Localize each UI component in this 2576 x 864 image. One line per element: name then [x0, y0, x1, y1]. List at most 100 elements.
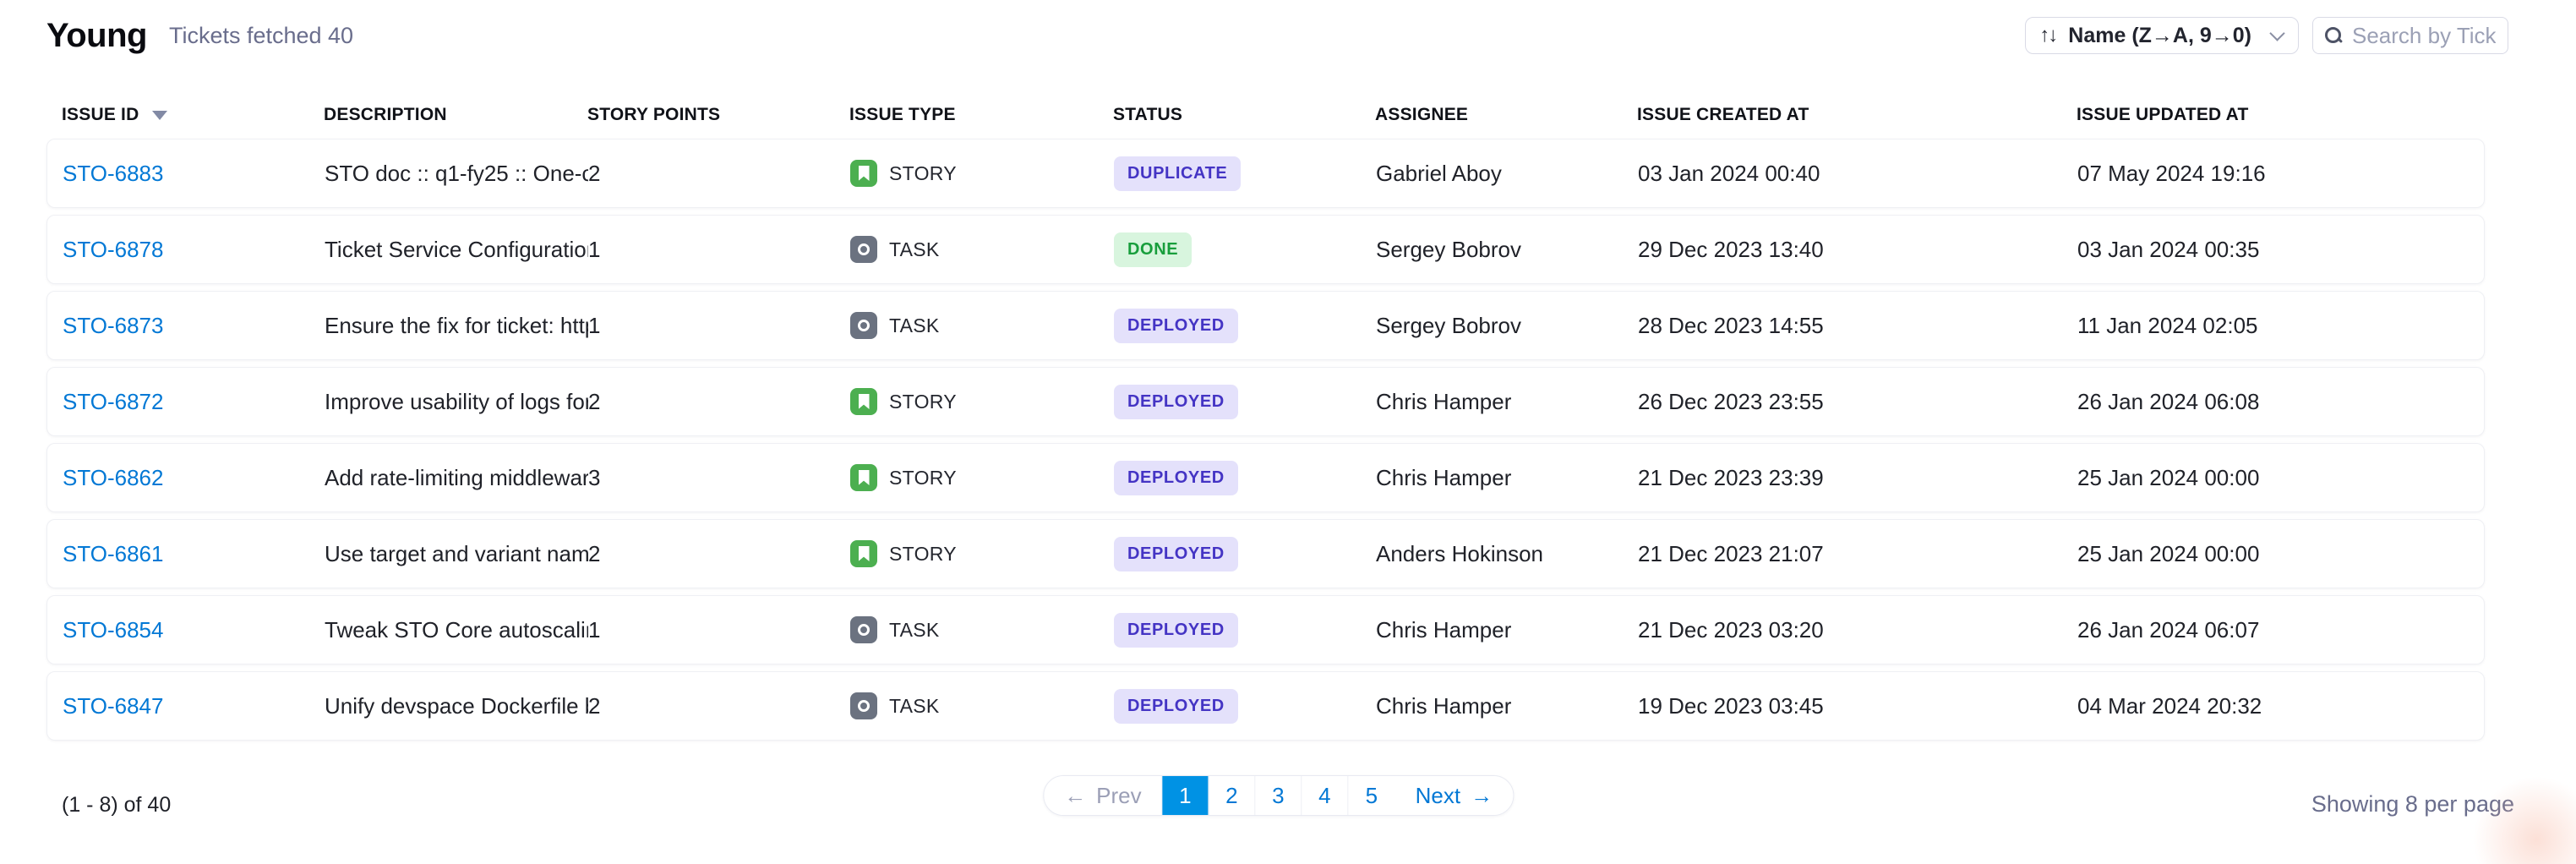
table-body: STO-6883 STO doc :: q1-fy25 :: One-click… — [46, 139, 2485, 741]
status-badge: DEPLOYED — [1114, 688, 1238, 724]
arrow-left-icon: ← — [1064, 782, 1087, 808]
page-buttons: 1 2 3 4 5 — [1162, 776, 1395, 815]
issue-type-icon — [850, 388, 877, 415]
corner-glow-decoration — [2473, 776, 2576, 864]
page-button[interactable]: 1 — [1162, 776, 1209, 815]
page-button[interactable]: 2 — [1209, 776, 1256, 815]
story-points: 2 — [588, 692, 601, 719]
page-size-label: Showing 8 per page — [2311, 791, 2514, 817]
issue-type-label: STORY — [889, 466, 957, 489]
issue-type-label: STORY — [889, 542, 957, 565]
issue-created-at: 19 Dec 2023 03:45 — [1638, 692, 1824, 719]
prev-label: Prev — [1096, 782, 1142, 808]
issue-id-cell: STO-6847 — [63, 693, 325, 719]
column-header-issue-created-at: ISSUE CREATED AT — [1637, 105, 1809, 124]
issue-type-label: TASK — [889, 618, 940, 641]
status-badge: DONE — [1114, 232, 1192, 267]
issue-created-at: 03 Jan 2024 00:40 — [1638, 160, 1820, 186]
status-cell: DEPLOYED — [1114, 460, 1376, 495]
next-page-button[interactable]: Next → — [1394, 776, 1514, 815]
assignee: Gabriel Aboy — [1376, 160, 1502, 186]
status-cell: DONE — [1114, 232, 1376, 267]
status-badge: DEPLOYED — [1114, 308, 1238, 343]
issue-created-at: 21 Dec 2023 03:20 — [1638, 616, 1824, 643]
status-cell: DEPLOYED — [1114, 688, 1376, 724]
issue-updated-at: 25 Jan 2024 00:00 — [2077, 464, 2260, 490]
table-row: STO-6861 Use target and variant name sea… — [46, 519, 2485, 588]
page-button[interactable]: 3 — [1255, 776, 1302, 815]
issue-id-cell: STO-6883 — [63, 161, 325, 187]
table-row: STO-6854 Tweak STO Core autoscaling par.… — [46, 595, 2485, 664]
column-header-story-points: STORY POINTS — [587, 105, 721, 124]
story-points: 3 — [588, 464, 601, 490]
issue-description: Improve usability of logs for failur... — [325, 388, 588, 414]
status-badge: DEPLOYED — [1114, 384, 1238, 419]
story-points: 2 — [588, 388, 601, 414]
issue-type-label: STORY — [889, 390, 957, 413]
issue-type-cell: STORY — [850, 540, 1114, 567]
issue-id-cell: STO-6872 — [63, 389, 325, 415]
issue-description: Ticket Service Configuration — [325, 236, 588, 262]
prev-page-button[interactable]: ← Prev — [1044, 776, 1163, 815]
issue-type-label: STORY — [889, 161, 957, 184]
sort-arrows-icon: ↑↓ — [2039, 24, 2058, 46]
issue-id-link[interactable]: STO-6878 — [63, 236, 164, 262]
issue-id-link[interactable]: STO-6862 — [63, 464, 164, 490]
issue-type-icon — [850, 312, 877, 339]
sort-dropdown[interactable]: ↑↓ Name (Z→A, 9→0) — [2025, 17, 2299, 54]
issue-id-link[interactable]: STO-6873 — [63, 312, 164, 338]
column-header-issue-type: ISSUE TYPE — [849, 105, 956, 124]
issue-type-cell: TASK — [850, 236, 1114, 263]
table-header-row: ISSUE ID DESCRIPTION STORY POINTS ISSUE … — [46, 71, 2485, 139]
issue-created-at: 29 Dec 2023 13:40 — [1638, 236, 1824, 262]
status-badge: DEPLOYED — [1114, 536, 1238, 571]
search-input[interactable] — [2352, 22, 2496, 49]
issue-type-icon — [850, 540, 877, 567]
next-label: Next — [1415, 782, 1461, 808]
assignee: Sergey Bobrov — [1376, 312, 1521, 338]
column-header-issue-updated-at: ISSUE UPDATED AT — [2077, 105, 2249, 124]
issue-updated-at: 25 Jan 2024 00:00 — [2077, 540, 2260, 566]
issue-description: Unify devspace Dockerfile build — [325, 692, 588, 719]
issue-description: Ensure the fix for ticket: https://h... — [325, 312, 588, 338]
issue-updated-at: 03 Jan 2024 00:35 — [2077, 236, 2260, 262]
issue-updated-at: 04 Mar 2024 20:32 — [2077, 692, 2262, 719]
assignee: Anders Hokinson — [1376, 540, 1543, 566]
issue-id-link[interactable]: STO-6847 — [63, 692, 164, 719]
issue-type-cell: STORY — [850, 160, 1114, 187]
page-button[interactable]: 5 — [1348, 776, 1395, 815]
table-row: STO-6883 STO doc :: q1-fy25 :: One-click… — [46, 139, 2485, 208]
table-row: STO-6847 Unify devspace Dockerfile build… — [46, 671, 2485, 741]
sort-dropdown-value: Name (Z→A, 9→0) — [2068, 23, 2251, 47]
issue-type-icon — [850, 616, 877, 643]
assignee: Chris Hamper — [1376, 388, 1512, 414]
issue-updated-at: 11 Jan 2024 02:05 — [2077, 312, 2258, 338]
issue-type-cell: STORY — [850, 464, 1114, 491]
column-header-description: DESCRIPTION — [324, 105, 447, 124]
assignee: Chris Hamper — [1376, 616, 1512, 643]
assignee: Chris Hamper — [1376, 692, 1512, 719]
issue-id-cell: STO-6878 — [63, 237, 325, 263]
status-badge: DEPLOYED — [1114, 460, 1238, 495]
page-button[interactable]: 4 — [1302, 776, 1349, 815]
assignee: Chris Hamper — [1376, 464, 1512, 490]
issue-created-at: 21 Dec 2023 21:07 — [1638, 540, 1824, 566]
column-header-assignee: ASSIGNEE — [1375, 105, 1469, 124]
issue-description: Tweak STO Core autoscaling par... — [325, 616, 588, 643]
status-cell: DEPLOYED — [1114, 384, 1376, 419]
issue-updated-at: 26 Jan 2024 06:07 — [2077, 616, 2260, 643]
column-header-label: ISSUE ID — [62, 105, 139, 124]
issue-id-cell: STO-6873 — [63, 313, 325, 339]
story-points: 2 — [588, 160, 601, 186]
issue-description: Add rate-limiting middleware to S... — [325, 464, 588, 490]
issue-id-link[interactable]: STO-6861 — [63, 540, 164, 566]
issue-id-link[interactable]: STO-6883 — [63, 160, 164, 186]
pagination: ← Prev 1 2 3 4 5 Next → — [1043, 775, 1514, 816]
issue-id-link[interactable]: STO-6854 — [63, 616, 164, 643]
column-header-issue-id[interactable]: ISSUE ID — [62, 105, 324, 125]
story-points: 1 — [588, 312, 601, 338]
search-box — [2312, 17, 2508, 54]
issue-type-label: TASK — [889, 314, 940, 336]
issue-id-link[interactable]: STO-6872 — [63, 388, 164, 414]
